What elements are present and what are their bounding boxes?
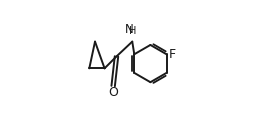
Text: F: F	[169, 48, 176, 61]
Text: H: H	[128, 26, 136, 36]
Text: O: O	[108, 86, 118, 99]
Text: N: N	[125, 23, 134, 36]
